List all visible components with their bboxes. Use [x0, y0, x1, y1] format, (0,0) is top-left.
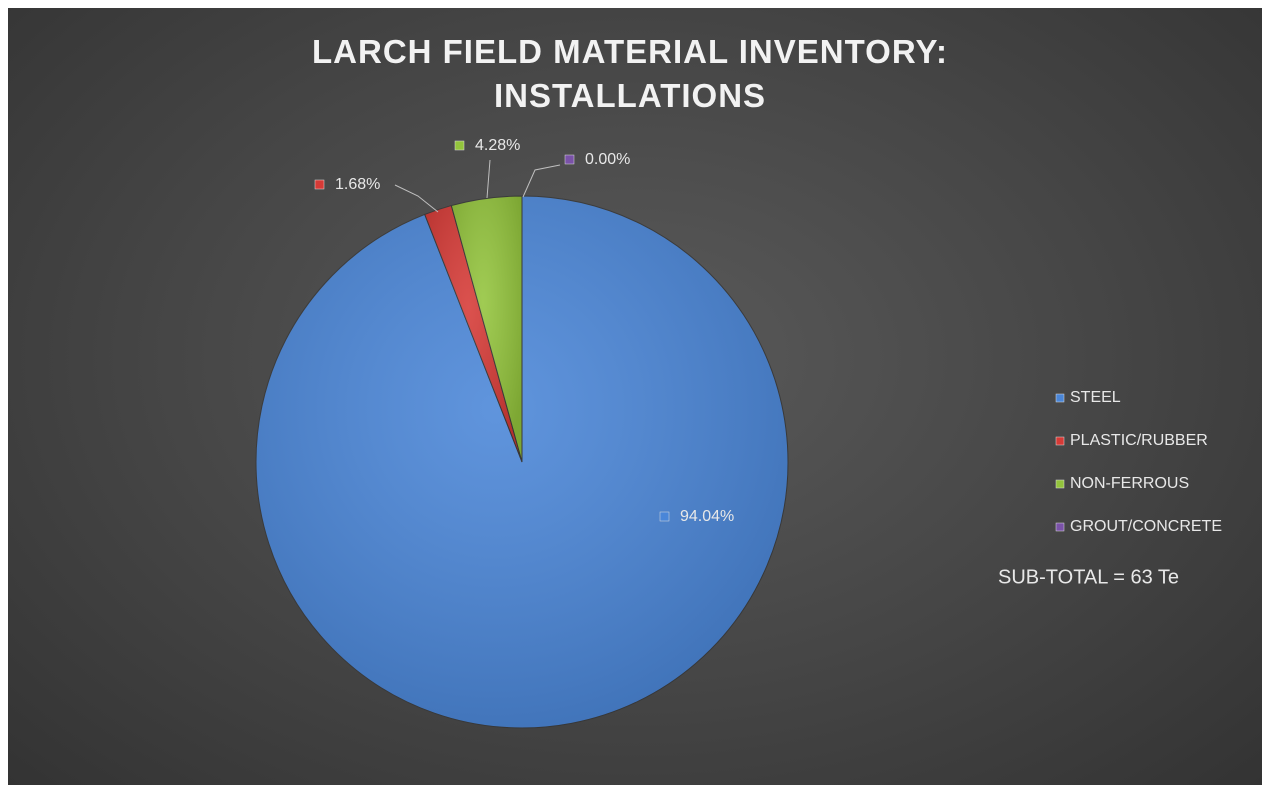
data-label: 1.68% — [335, 176, 380, 193]
annotation: SUB-TOTAL = 63 Te — [998, 566, 1179, 588]
leader-line — [522, 164, 561, 198]
leader-line — [394, 184, 439, 213]
chart-title: LARCH FIELD MATERIAL INVENTORY: INSTALLA… — [312, 33, 948, 114]
label-key — [314, 179, 325, 190]
legend-label: NON-FERROUS — [1070, 475, 1189, 492]
legend-label: PLASTIC/RUBBER — [1070, 432, 1208, 449]
slice-shade — [424, 205, 522, 462]
data-label: 4.28% — [475, 137, 520, 154]
data-label: 94.04% — [680, 508, 734, 525]
legend-label: STEEL — [1070, 389, 1121, 406]
leader-line — [486, 159, 491, 199]
legend-key — [1055, 393, 1065, 403]
label-key — [564, 154, 575, 165]
legend-key — [1055, 479, 1065, 489]
label-key — [454, 140, 465, 151]
legend-label: GROUT/CONCRETE — [1070, 518, 1222, 535]
legend-key — [1055, 436, 1065, 446]
data-label: 0.00% — [585, 151, 630, 168]
label-key — [659, 511, 670, 522]
legend-key — [1055, 522, 1065, 532]
slice-shade — [451, 196, 522, 462]
